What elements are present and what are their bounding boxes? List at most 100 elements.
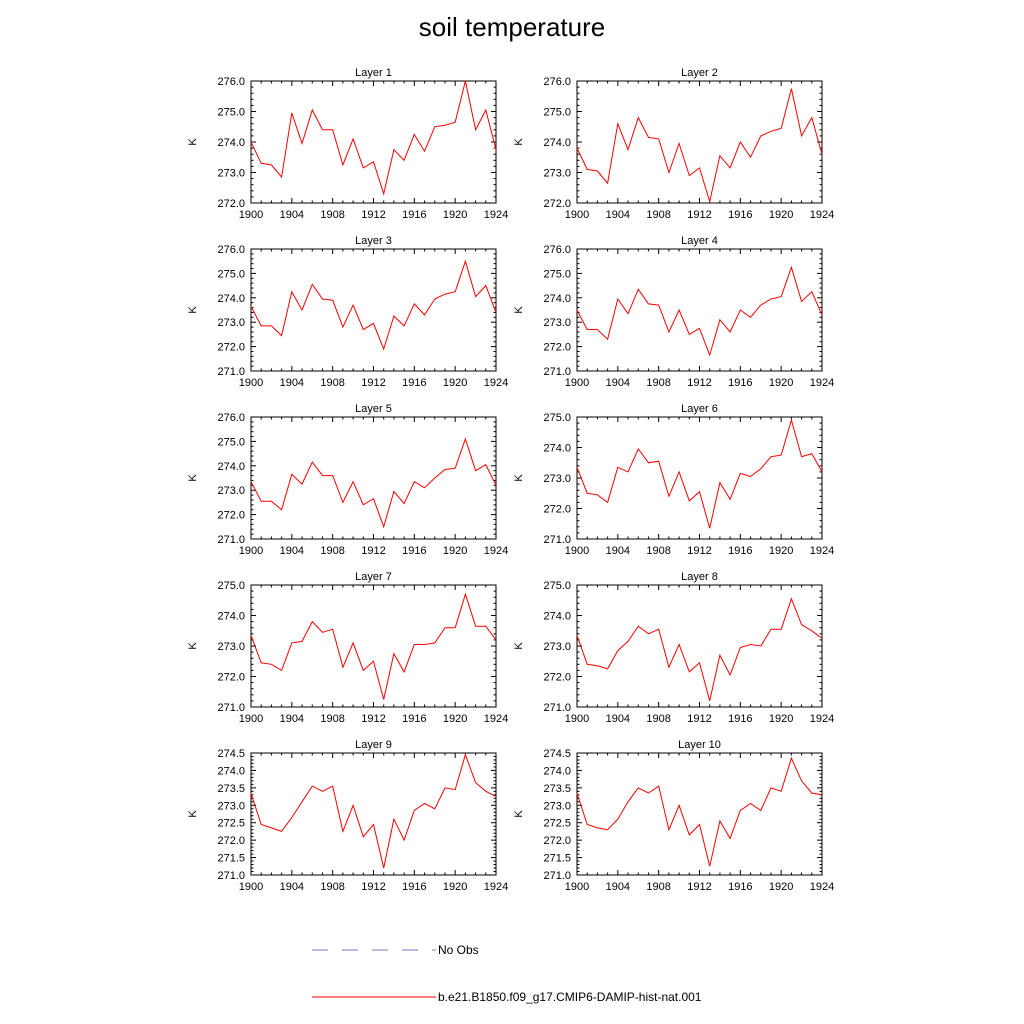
x-tick-label: 1908 <box>646 209 670 221</box>
x-tick-label: 1904 <box>606 881 630 893</box>
x-tick-label: 1920 <box>443 881 467 893</box>
y-tick-label: 271.0 <box>543 366 571 378</box>
x-tick-label: 1908 <box>320 209 344 221</box>
x-tick-label: 1920 <box>443 545 467 557</box>
y-tick-label: 274.5 <box>217 748 245 760</box>
plot-frame <box>576 416 823 540</box>
x-tick-label: 1920 <box>769 377 793 389</box>
x-tick-label: 1912 <box>361 377 385 389</box>
plot-frame <box>250 80 497 204</box>
x-tick-label: 1904 <box>280 545 304 557</box>
series-line <box>576 756 823 867</box>
y-tick-label: 276.0 <box>217 76 245 88</box>
y-tick-label: 275.0 <box>543 412 571 424</box>
x-tick-label: 1916 <box>402 881 426 893</box>
panel-9: Layer 9 K 271.0 271.5 272.0 272.5 273.0 273.5 27… <box>187 739 508 893</box>
y-axis-label: K <box>187 306 199 314</box>
plot-frame <box>250 416 497 540</box>
x-tick-label: 1900 <box>239 377 263 389</box>
x-tick-label: 1908 <box>320 377 344 389</box>
y-tick-label: 274.0 <box>217 137 245 149</box>
panel-title: Layer 3 <box>355 235 392 247</box>
x-tick-label: 1900 <box>239 881 263 893</box>
panel-7: Layer 7 K 271.0 272.0 273.0 274.0 275.0 1900 190… <box>187 571 508 725</box>
panel-title: Layer 8 <box>681 571 718 583</box>
legend-line-no-obs <box>312 949 436 951</box>
x-tick-label: 1900 <box>565 209 589 221</box>
panel-5: Layer 5 K 271.0 272.0 273.0 274.0 275.0 276.0 19… <box>187 403 508 557</box>
x-tick-label: 1908 <box>320 881 344 893</box>
y-tick-label: 274.0 <box>217 293 245 305</box>
x-tick-label: 1924 <box>810 377 834 389</box>
y-tick-label: 272.5 <box>543 818 571 830</box>
x-tick-label: 1924 <box>484 713 508 725</box>
y-axis-label: K <box>187 810 199 818</box>
y-tick-label: 274.0 <box>217 461 245 473</box>
y-axis-label: K <box>513 810 525 818</box>
x-tick-label: 1908 <box>646 545 670 557</box>
series-line <box>576 418 823 529</box>
panel-title: Layer 4 <box>681 235 718 247</box>
x-tick-label: 1900 <box>565 377 589 389</box>
y-tick-label: 272.0 <box>543 342 571 354</box>
y-tick-label: 276.0 <box>217 412 245 424</box>
x-tick-label: 1912 <box>687 377 711 389</box>
y-tick-label: 272.5 <box>217 818 245 830</box>
x-tick-label: 1908 <box>320 713 344 725</box>
y-tick-label: 276.0 <box>543 244 571 256</box>
panel-title: Layer 5 <box>355 403 392 415</box>
y-tick-label: 273.0 <box>543 641 571 653</box>
legend-label-model-run: b.e21.B1850.f09_g17.CMIP6-DAMIP-hist-nat… <box>438 990 702 1004</box>
plot-frame <box>250 584 497 708</box>
y-tick-label: 272.0 <box>217 672 245 684</box>
x-tick-label: 1912 <box>687 881 711 893</box>
y-tick-label: 273.5 <box>543 783 571 795</box>
y-tick-label: 272.0 <box>543 835 571 847</box>
y-tick-label: 273.0 <box>217 641 245 653</box>
series-line <box>250 592 497 700</box>
x-tick-label: 1920 <box>443 377 467 389</box>
y-tick-label: 271.0 <box>543 534 571 546</box>
y-tick-label: 276.0 <box>217 244 245 256</box>
legend-label-no-obs: No Obs <box>438 943 479 957</box>
x-tick-label: 1920 <box>443 713 467 725</box>
x-tick-label: 1916 <box>728 209 752 221</box>
panel-8: Layer 8 K 271.0 272.0 273.0 274.0 275.0 1900 190… <box>513 571 834 725</box>
y-tick-label: 273.0 <box>217 800 245 812</box>
panel-3: Layer 3 K 271.0 272.0 273.0 274.0 275.0 276.0 19… <box>187 235 508 389</box>
x-tick-label: 1900 <box>565 713 589 725</box>
y-tick-label: 273.0 <box>217 317 245 329</box>
series-line <box>576 265 823 357</box>
y-tick-label: 271.0 <box>217 534 245 546</box>
y-tick-label: 274.0 <box>217 765 245 777</box>
x-tick-label: 1900 <box>239 545 263 557</box>
x-tick-label: 1916 <box>728 713 752 725</box>
series-line <box>250 80 497 196</box>
y-tick-label: 275.0 <box>543 107 571 119</box>
y-tick-label: 274.0 <box>543 137 571 149</box>
x-tick-label: 1904 <box>280 881 304 893</box>
panel-title: Layer 7 <box>355 571 392 583</box>
x-tick-label: 1924 <box>810 545 834 557</box>
x-tick-label: 1916 <box>728 545 752 557</box>
series-line <box>576 597 823 702</box>
y-axis-label: K <box>187 138 199 146</box>
legend-entry-no-obs: No Obs <box>312 940 612 960</box>
y-tick-label: 275.0 <box>543 268 571 280</box>
y-axis-label: K <box>513 306 525 314</box>
series-line <box>250 259 497 351</box>
panel-1: Layer 1 K 272.0 273.0 274.0 275.0 276.0 1900 190… <box>187 67 508 221</box>
y-tick-label: 274.0 <box>543 611 571 623</box>
panel-title: Layer 6 <box>681 403 718 415</box>
legend-entry-model-run: b.e21.B1850.f09_g17.CMIP6-DAMIP-hist-nat… <box>312 987 732 1007</box>
x-tick-label: 1904 <box>606 209 630 221</box>
panel-title: Layer 9 <box>355 739 392 751</box>
x-tick-label: 1912 <box>361 545 385 557</box>
y-tick-label: 274.0 <box>543 443 571 455</box>
x-tick-label: 1916 <box>728 881 752 893</box>
x-tick-label: 1924 <box>484 377 508 389</box>
y-axis-label: K <box>513 474 525 482</box>
y-tick-label: 273.0 <box>543 800 571 812</box>
y-tick-label: 274.0 <box>543 293 571 305</box>
